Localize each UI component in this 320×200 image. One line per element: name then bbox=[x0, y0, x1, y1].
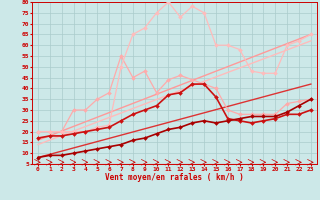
X-axis label: Vent moyen/en rafales ( km/h ): Vent moyen/en rafales ( km/h ) bbox=[105, 173, 244, 182]
